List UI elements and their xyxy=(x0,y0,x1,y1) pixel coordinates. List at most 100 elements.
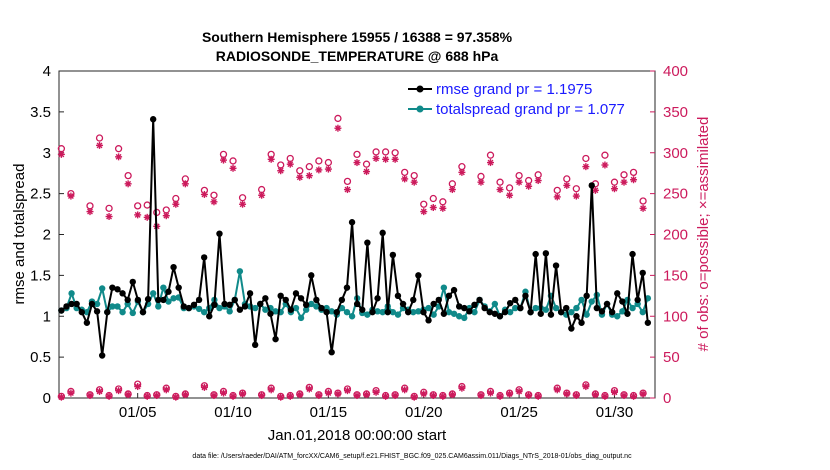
obs-count-markers xyxy=(57,114,647,401)
totalspread-point xyxy=(93,300,101,308)
rmse-point xyxy=(466,308,473,315)
rmse-point xyxy=(379,229,386,237)
left-tick-label: 2.5 xyxy=(30,186,51,203)
rmse-point xyxy=(206,313,213,320)
obs-assimilated-marker xyxy=(200,383,208,391)
rmse-point xyxy=(124,296,131,304)
obs-possible-marker xyxy=(629,168,638,177)
left-tick-label: 2 xyxy=(43,227,51,244)
obs-assimilated-stroke xyxy=(163,212,170,219)
obs-assimilated-marker xyxy=(429,204,437,212)
obs-assimilated-stroke xyxy=(420,390,427,397)
obs-assimilated-marker xyxy=(601,161,609,169)
obs-assimilated-stroke xyxy=(134,211,141,218)
rmse-point xyxy=(297,295,305,302)
obs-assimilated-marker xyxy=(372,388,380,396)
legend: rmse grand pr = 1.1975 totalspread grand… xyxy=(404,78,625,120)
rmse-point xyxy=(598,308,606,315)
obs-assimilated-stroke xyxy=(172,394,179,401)
obs-assimilated-stroke xyxy=(172,201,179,208)
obs-assimilated-stroke xyxy=(96,142,103,149)
rmse-point xyxy=(190,301,198,309)
rmse-point xyxy=(129,278,136,286)
obs-assimilated-marker xyxy=(124,391,132,399)
obs-assimilated-marker xyxy=(582,383,590,391)
obs-assimilated-stroke xyxy=(220,157,227,164)
obs-assimilated-stroke xyxy=(115,153,122,160)
totalspread-point xyxy=(374,308,381,315)
plot-frame xyxy=(58,70,656,399)
obs-assimilated-stroke xyxy=(420,208,427,215)
obs-assimilated-marker xyxy=(239,390,247,398)
obs-assimilated-marker xyxy=(401,386,409,394)
obs-assimilated-marker xyxy=(353,159,361,167)
obs-possible-marker xyxy=(257,185,266,194)
obs-assimilated-marker xyxy=(506,191,514,199)
obs-assimilated-stroke xyxy=(106,393,113,400)
rmse-point xyxy=(83,319,91,326)
obs-possible-marker xyxy=(362,160,371,168)
obs-assimilated-stroke xyxy=(573,392,580,399)
obs-assimilated-stroke xyxy=(163,386,170,393)
obs-possible-marker xyxy=(524,176,533,185)
obs-possible-marker xyxy=(143,201,151,209)
obs-assimilated-stroke xyxy=(344,186,351,193)
obs-possible-marker xyxy=(229,157,237,165)
rmse-point xyxy=(170,264,177,271)
rmse-point xyxy=(348,219,356,226)
rmse-point xyxy=(318,304,325,312)
right-tick-label: 350 xyxy=(663,104,688,121)
rmse-point xyxy=(257,300,264,308)
obs-possible-marker xyxy=(324,158,333,167)
obs-assimilated-stroke xyxy=(401,386,408,393)
obs-possible-marker xyxy=(381,148,390,156)
rmse-point xyxy=(287,306,295,313)
rmse-series xyxy=(58,116,652,359)
rmse-point xyxy=(139,308,147,316)
obs-assimilated-marker xyxy=(86,392,94,400)
obs-assimilated-marker xyxy=(572,392,580,400)
right-tick-label: 200 xyxy=(663,227,688,244)
obs-assimilated-stroke xyxy=(430,392,437,399)
obs-assimilated-stroke xyxy=(277,394,284,401)
obs-assimilated-stroke xyxy=(439,205,446,212)
obs-possible-marker xyxy=(391,149,399,157)
obs-possible-marker xyxy=(610,178,619,186)
obs-assimilated-marker xyxy=(210,198,218,206)
totalspread-point xyxy=(119,308,126,316)
obs-assimilated-stroke xyxy=(525,392,532,399)
obs-assimilated-marker xyxy=(162,386,170,394)
obs-assimilated-stroke xyxy=(582,163,589,170)
right-tick-label: 150 xyxy=(663,267,688,284)
obs-possible-marker xyxy=(95,134,104,142)
rmse-point xyxy=(588,182,595,189)
obs-possible-marker xyxy=(334,114,342,123)
obs-assimilated-stroke xyxy=(306,386,313,392)
obs-assimilated-stroke xyxy=(516,179,523,186)
rmse-point xyxy=(343,284,351,291)
obs-assimilated-stroke xyxy=(611,185,618,192)
rmse-point xyxy=(557,308,565,316)
rmse-point xyxy=(267,310,274,317)
rmse-point xyxy=(476,296,483,304)
totalspread-point xyxy=(343,308,351,316)
totalspread-point xyxy=(506,308,514,316)
rmse-point xyxy=(104,308,111,316)
obs-assimilated-marker xyxy=(229,164,237,172)
left-tick-label: 3 xyxy=(43,145,51,162)
obs-assimilated-stroke xyxy=(58,151,65,158)
obs-assimilated-stroke xyxy=(392,392,399,399)
right-tick-label: 100 xyxy=(663,308,688,325)
obs-possible-marker xyxy=(572,185,580,193)
obs-assimilated-stroke xyxy=(58,394,65,401)
obs-assimilated-stroke xyxy=(373,155,380,162)
obs-assimilated-stroke xyxy=(506,192,513,199)
obs-assimilated-stroke xyxy=(182,391,189,398)
obs-assimilated-stroke xyxy=(67,193,74,200)
rmse-point xyxy=(522,292,529,300)
rmse-point xyxy=(63,303,70,310)
right-tick-label: 50 xyxy=(663,349,680,366)
obs-assimilated-marker xyxy=(420,208,428,216)
rmse-point xyxy=(394,292,402,300)
totalspread-point xyxy=(114,303,121,310)
